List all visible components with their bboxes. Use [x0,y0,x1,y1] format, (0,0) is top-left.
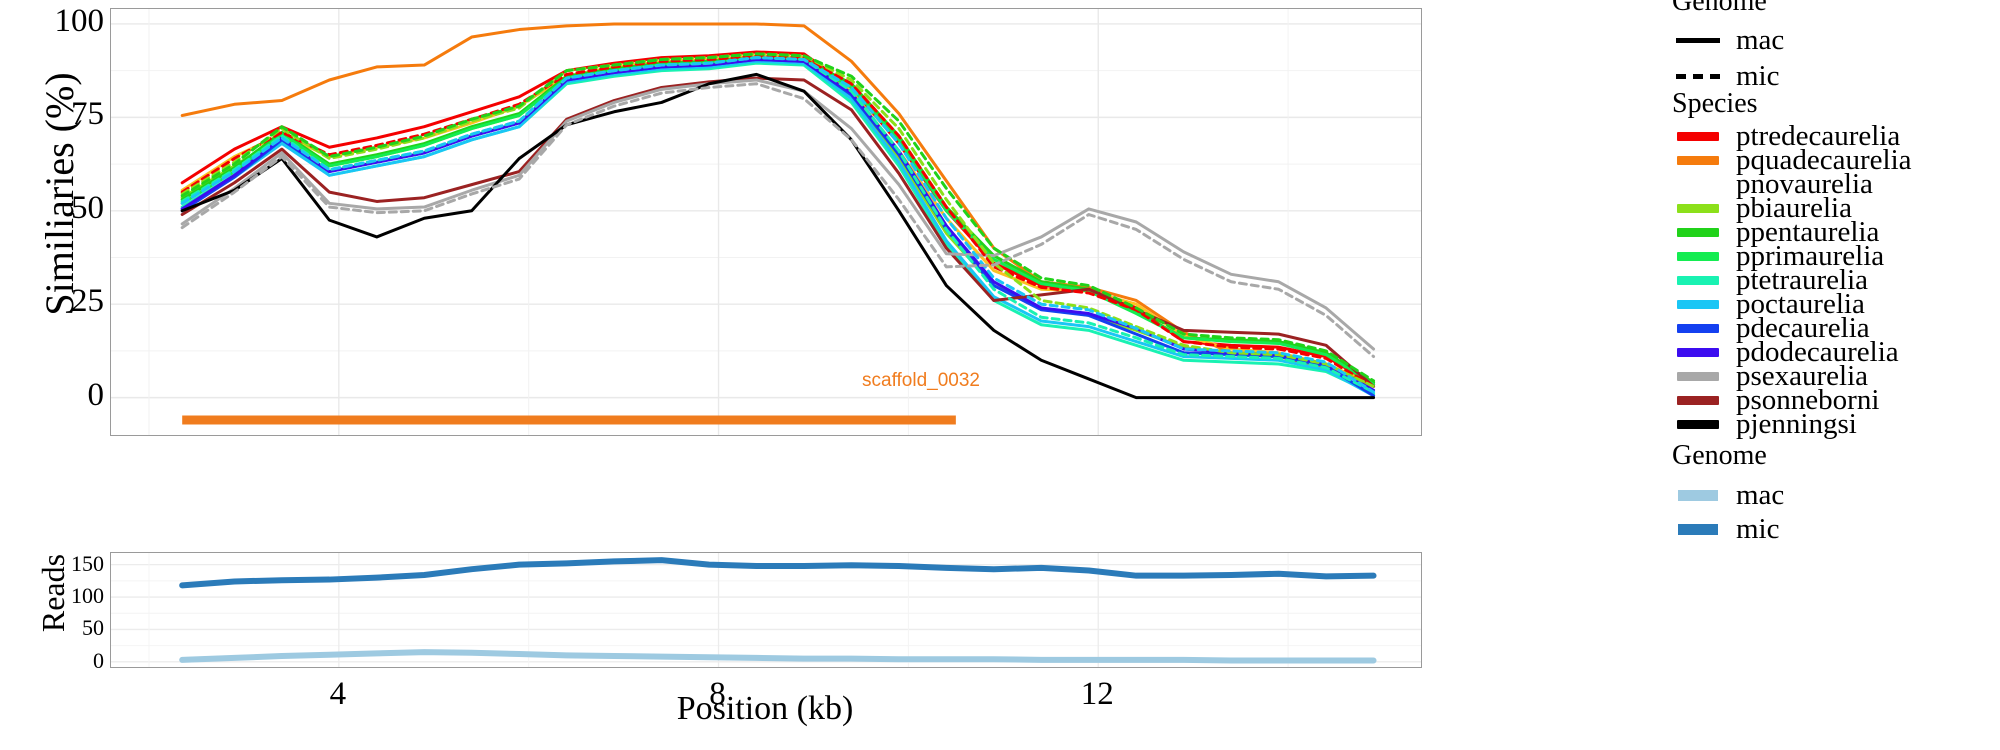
x-axis-title: Position (kb) [676,690,854,727]
y-tick-label: 100 [54,2,105,39]
legend-item-species-ptredecaurelia[interactable]: ptredecaurelia [1672,120,1912,152]
legend-item-species-pdodecaurelia[interactable]: pdodecaurelia [1672,336,1912,368]
legend-genome-reads: Genome mac mic [1672,440,1784,546]
reads-y-tick-label: 50 [82,615,104,641]
y-tick-label: 25 [71,283,104,320]
series-line-pjenningsi-mac [180,72,1376,400]
x-tick-label: 8 [709,676,726,712]
series-line-poctaurelia-mac [180,59,1376,398]
legend-genome-reads-title: Genome [1672,440,1767,471]
legend-item-species-pprimaurelia[interactable]: pprimaurelia [1672,240,1912,272]
legend-item-reads-genome-mac[interactable]: mac [1672,478,1784,512]
legend-label: poctaurelia [1736,288,1865,320]
legend-item-species-poctaurelia[interactable]: poctaurelia [1672,288,1912,320]
scaffold-annotation-label: scaffold_0032 [862,370,980,391]
y-tick-label: 0 [87,376,105,413]
legend-key-color-swatch [1672,483,1724,507]
legend-item-genome-mic[interactable]: mic [1672,58,1784,94]
legend-key-color-swatch [1672,148,1724,172]
legend-item-species-pdecaurelia[interactable]: pdecaurelia [1672,312,1912,344]
x-tick-label: 12 [1080,676,1114,712]
legend-genome-linetype-title: Genome [1672,0,1767,17]
legend-key-color-swatch [1672,340,1724,364]
series-line-psonneborni-mac [180,76,1376,388]
legend-item-species-pjenningsi[interactable]: pjenningsi [1672,408,1912,440]
legend-label: mac [1736,479,1785,511]
legend-key-color-swatch [1672,517,1724,541]
legend-label: pbiaurelia [1736,192,1852,224]
series-line-poctaurelia-mic [180,56,1376,394]
legend-key-color-swatch [1672,364,1724,388]
legend-item-reads-genome-mic[interactable]: mic [1672,512,1784,546]
legend-genome-linetype: Genome mac mic [1672,0,1784,94]
legend-label: pdodecaurelia [1736,336,1899,368]
reads-series-mic [179,557,1377,589]
legend-label: mic [1736,513,1780,545]
legend-label: pdecaurelia [1736,312,1870,344]
y-tick-label: 50 [71,189,104,226]
series-line-psexaurelia-mac [180,78,1376,351]
legend-label: ptredecaurelia [1736,120,1901,152]
legend-species-title: Species [1672,88,1758,119]
legend-item-species-ppentaurelia[interactable]: ppentaurelia [1672,216,1912,248]
reads-y-tick-label: 0 [93,647,104,673]
series-line-ptredecaurelia-mic [180,54,1376,388]
similarity-plot-panel [110,8,1422,436]
legend-key-color-swatch [1672,124,1724,148]
legend-label: pprimaurelia [1736,240,1885,272]
legend-label: mic [1736,60,1780,92]
legend-key-color-swatch [1672,412,1724,436]
legend-label: pjenningsi [1736,408,1857,440]
legend-label: pnovaurelia [1736,168,1873,200]
legend-label: psonneborni [1736,384,1880,416]
y-tick-label: 75 [71,96,104,133]
legend-key-color-swatch [1672,172,1724,196]
legend-item-species-pquadecaurelia[interactable]: pquadecaurelia [1672,144,1912,176]
reads-y-tick-labels: 150 100 50 0 [20,550,104,671]
reads-coverage-panel [110,552,1422,668]
reads-y-tick-label: 150 [71,550,104,576]
legend-item-species-pbiaurelia[interactable]: pbiaurelia [1672,192,1912,224]
legend-species: Species ptredecaurelia pquadecaurelia pnov… [1672,88,1912,440]
legend-key-solid-line-icon [1672,28,1724,52]
legend-item-species-ptetraurelia[interactable]: ptetraurelia [1672,264,1912,296]
legend-label: mac [1736,24,1785,56]
legend-key-color-swatch [1672,268,1724,292]
legend-item-species-psonneborni[interactable]: psonneborni [1672,384,1912,416]
reads-series-mac [179,649,1377,664]
legend-key-color-swatch [1672,244,1724,268]
legend-label: ppentaurelia [1736,216,1880,248]
legend-key-color-swatch [1672,196,1724,220]
legend-key-color-swatch [1672,316,1724,340]
legend-key-color-swatch [1672,292,1724,316]
legend-label: pquadecaurelia [1736,144,1912,176]
legend-label: ptetraurelia [1736,264,1869,296]
legend-label: psexaurelia [1736,360,1869,392]
reads-y-tick-label: 100 [71,583,104,609]
legend-item-genome-mac[interactable]: mac [1672,22,1784,58]
series-line-ppentaurelia-mic [180,52,1376,383]
series-line-psexaurelia-mic [180,82,1376,359]
legend-key-dashed-line-icon [1672,64,1724,88]
legend-key-color-swatch [1672,388,1724,412]
reads-background [111,553,1421,667]
x-tick-label: 4 [329,676,347,712]
main-y-tick-labels: 100 75 50 25 0 [0,0,105,440]
legend-item-species-pnovaurelia[interactable]: pnovaurelia [1672,168,1912,200]
plot-background [111,9,1421,435]
legend-key-color-swatch [1672,220,1724,244]
legend-item-species-psexaurelia[interactable]: psexaurelia [1672,360,1912,392]
